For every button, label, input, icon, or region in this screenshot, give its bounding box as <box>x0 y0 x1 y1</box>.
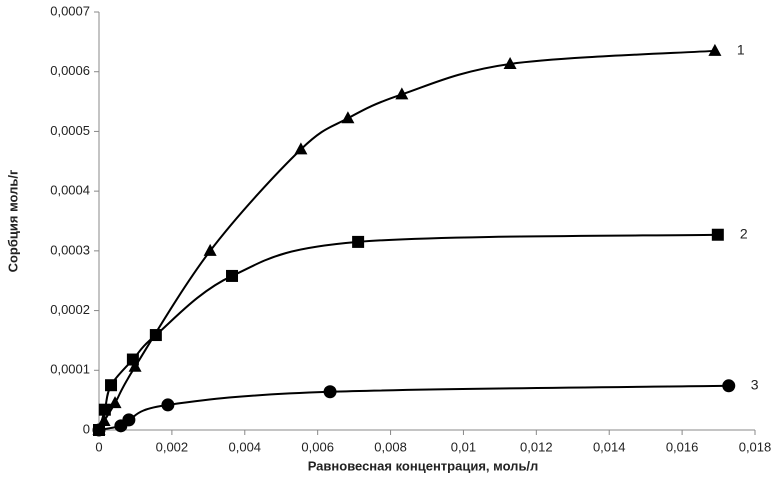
marker <box>122 413 136 427</box>
marker <box>352 235 365 248</box>
marker <box>108 396 122 409</box>
y-tick-label: 0,0006 <box>50 63 90 78</box>
marker <box>226 269 239 282</box>
marker <box>323 385 337 399</box>
marker <box>341 111 355 124</box>
y-tick-label: 0,0001 <box>50 362 90 377</box>
marker <box>203 243 217 256</box>
x-tick-label: 0,006 <box>301 439 334 454</box>
x-axis-title: Равновесная концентрация, моль/л <box>308 458 539 473</box>
marker <box>708 43 722 56</box>
marker <box>711 228 724 241</box>
marker <box>128 359 142 372</box>
x-tick-label: 0,014 <box>593 439 626 454</box>
x-tick-label: 0,008 <box>374 439 407 454</box>
series-line <box>98 233 718 431</box>
y-tick-label: 0 <box>83 421 90 436</box>
x-tick-label: 0,018 <box>739 439 772 454</box>
marker <box>294 142 308 155</box>
x-tick-label: 0,002 <box>156 439 189 454</box>
marker <box>126 353 139 366</box>
y-tick-label: 0,0005 <box>50 123 90 138</box>
x-tick-label: 0,012 <box>520 439 553 454</box>
x-tick-label: 0,016 <box>666 439 699 454</box>
marker <box>503 56 517 69</box>
x-tick-label: 0 <box>95 439 102 454</box>
y-tick-label: 0,0002 <box>50 302 90 317</box>
x-tick-label: 0,004 <box>229 439 262 454</box>
marker <box>92 423 106 437</box>
marker <box>149 329 162 342</box>
y-tick-label: 0,0003 <box>50 242 90 257</box>
marker <box>161 398 175 412</box>
y-tick-label: 0,0007 <box>50 3 90 18</box>
series-line <box>98 49 715 431</box>
marker <box>722 379 736 393</box>
series-label: 2 <box>740 225 748 241</box>
marker <box>98 403 111 416</box>
y-axis-title: Сорбция моль/г <box>5 169 20 272</box>
marker <box>395 87 409 100</box>
series-label: 3 <box>751 377 759 393</box>
series-line <box>98 384 729 431</box>
marker <box>105 379 118 392</box>
y-tick-label: 0,0004 <box>50 183 90 198</box>
series-label: 1 <box>737 42 745 58</box>
x-tick-label: 0,01 <box>451 439 476 454</box>
